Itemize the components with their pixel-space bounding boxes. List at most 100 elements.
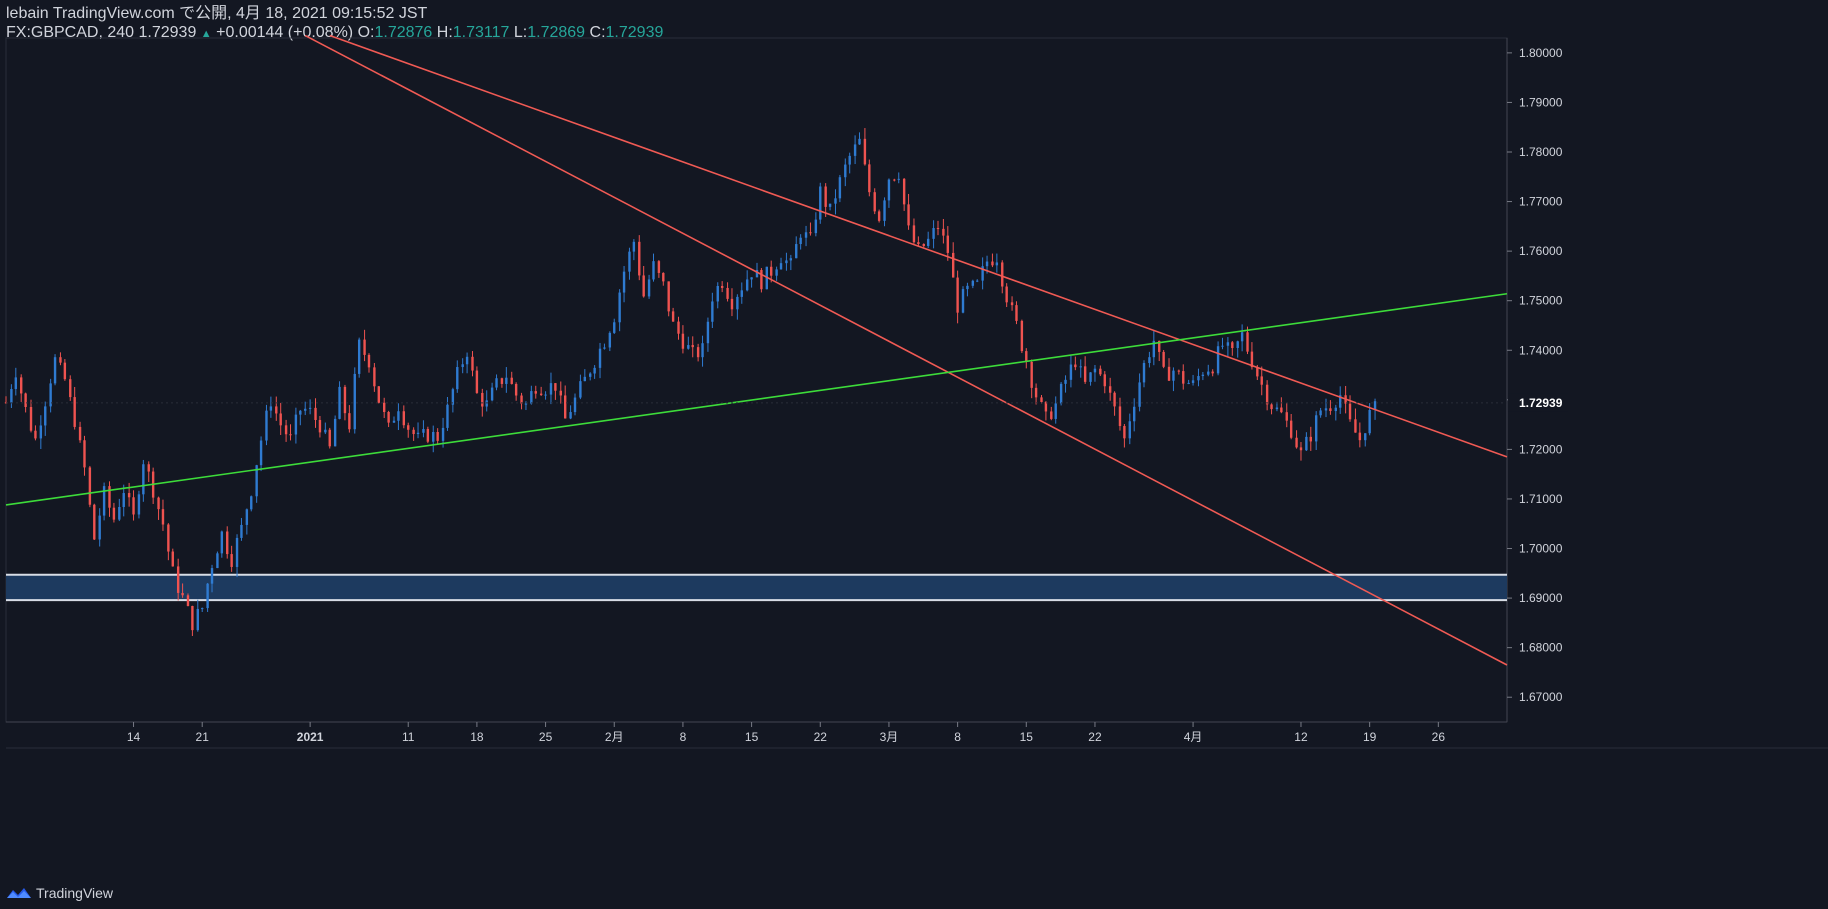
candle-body (907, 204, 910, 226)
candle-body (828, 203, 832, 207)
candle-body (20, 377, 23, 394)
symbol-label[interactable]: FX:GBPCAD, 240 (6, 24, 135, 41)
candle-body (1250, 351, 1254, 368)
x-tick-label: 22 (1088, 730, 1102, 744)
x-tick-label: 18 (470, 730, 484, 744)
candle-body (848, 155, 851, 165)
candle-body (1270, 404, 1273, 410)
candle-body (1138, 382, 1141, 407)
low-label: L: (513, 24, 528, 41)
y-tick-label: 1.69000 (1519, 591, 1563, 605)
candle-body (1187, 382, 1190, 384)
candle-body (711, 301, 714, 322)
candle-body (226, 531, 229, 555)
candle-body (191, 605, 194, 631)
close-value: 1.72939 (605, 24, 664, 41)
candle-body (397, 411, 400, 421)
candle-body (49, 383, 52, 407)
candle-body (613, 322, 616, 333)
y-tick-label: 1.74000 (1519, 343, 1563, 357)
candle-body (1158, 340, 1161, 352)
candle-body (495, 378, 498, 388)
candle-body (269, 406, 273, 411)
candle-body (289, 434, 292, 436)
candle-body (691, 345, 694, 348)
candle-body (932, 228, 935, 239)
candle-body (1314, 415, 1318, 442)
candle-body (1265, 384, 1269, 405)
candle-body (333, 418, 337, 447)
candle-body (24, 393, 27, 408)
candle-body (1201, 374, 1205, 377)
x-tick-label: 2月 (605, 730, 624, 744)
candle-body (481, 392, 484, 407)
candle-body (1074, 364, 1077, 368)
candle-body (112, 507, 116, 520)
candle-body (1030, 361, 1033, 388)
x-tick-label: 22 (814, 730, 828, 744)
candle-body (196, 608, 199, 631)
candle-body (210, 568, 214, 584)
candle-body (357, 339, 361, 374)
candle-body (206, 583, 209, 609)
candle-body (373, 367, 376, 387)
y-tick-label: 1.77000 (1519, 195, 1563, 209)
candle-body (1182, 371, 1185, 384)
candle-body (304, 408, 307, 411)
candle-body (1334, 407, 1338, 412)
candle-body (1211, 371, 1214, 374)
candle-body (1216, 346, 1220, 374)
candle-body (201, 608, 204, 610)
candle-body (809, 232, 812, 234)
x-tick-label: 4月 (1184, 730, 1203, 744)
candle-body (549, 383, 553, 395)
tradingview-logo-icon[interactable] (6, 886, 32, 900)
candle-body (1093, 368, 1097, 373)
candle-body (799, 237, 802, 245)
candle-body (579, 381, 582, 398)
candle-body (687, 345, 690, 349)
candle-body (622, 271, 626, 293)
candle-body (946, 235, 950, 253)
candle-body (740, 290, 743, 297)
plot-frame (5, 37, 1508, 723)
x-tick-label: 21 (196, 730, 210, 744)
candle-body (1339, 395, 1342, 408)
trend-line-upper-red (329, 34, 1508, 458)
x-tick-label: 25 (539, 730, 553, 744)
candle-body (922, 244, 925, 246)
candle-body (171, 551, 174, 567)
last-price-tag (1508, 393, 1568, 412)
candle-body (1118, 406, 1122, 427)
candle-body (736, 296, 739, 310)
candle-body (514, 383, 518, 396)
candle-body (53, 357, 57, 384)
candle-body (377, 386, 380, 403)
candle-body (485, 400, 488, 407)
candle-body (63, 362, 67, 380)
candle-body (1113, 392, 1116, 407)
candle-body (985, 261, 989, 267)
candle-body (755, 270, 759, 278)
candle-body (530, 391, 533, 404)
candle-body (34, 430, 37, 439)
candle-body (677, 321, 680, 334)
candle-body (603, 347, 606, 349)
candle-body (681, 333, 685, 349)
footer-brand[interactable]: TradingView (36, 885, 114, 901)
candle-body (1260, 376, 1263, 385)
candle-body (838, 177, 842, 199)
candle-body (1064, 379, 1067, 384)
candle-body (559, 390, 562, 396)
y-tick-label: 1.76000 (1519, 244, 1563, 258)
candle-body (446, 404, 449, 428)
candle-body (308, 407, 312, 409)
candle-body (1354, 419, 1357, 433)
candle-body (338, 386, 341, 419)
candle-body (1305, 436, 1308, 451)
up-arrow-icon: ▲ (200, 28, 212, 40)
candle-body (981, 266, 984, 281)
candle-body (877, 211, 881, 221)
candle-body (976, 280, 979, 282)
